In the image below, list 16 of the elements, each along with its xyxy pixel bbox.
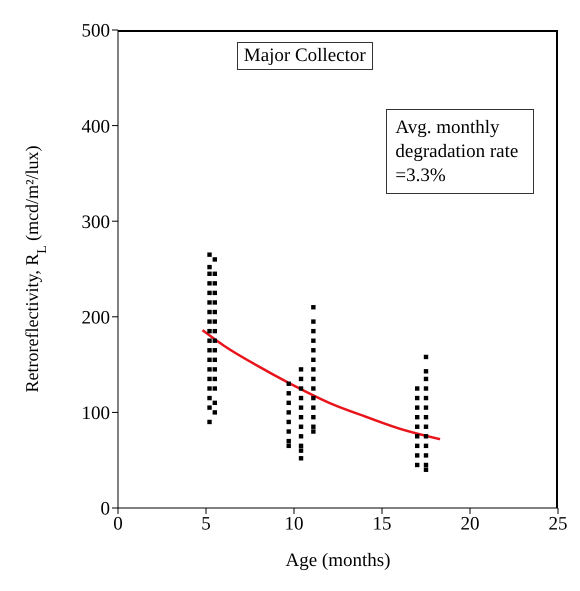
y-tick-label: 400	[82, 116, 110, 138]
annotation: Major Collector	[236, 42, 373, 70]
y-tick-label: 300	[82, 212, 110, 233]
annotation: Avg. monthly degradation rate =3.3%	[386, 109, 534, 194]
x-tick-label: 10	[284, 513, 304, 534]
x-tick-label: 0	[113, 513, 123, 534]
x-tick-label: 5	[201, 513, 211, 534]
y-tick-label: 0	[100, 498, 110, 520]
x-tick-label: 15	[372, 513, 392, 534]
x-axis-title: Age (months)	[285, 550, 391, 571]
x-tick-label: 20	[460, 513, 480, 534]
line-series	[201, 328, 442, 440]
y-tick-label: 200	[82, 308, 110, 329]
x-tick-label: 25	[548, 513, 568, 534]
y-tick-label: 500	[82, 20, 110, 42]
y-tick-label: 100	[82, 403, 110, 424]
